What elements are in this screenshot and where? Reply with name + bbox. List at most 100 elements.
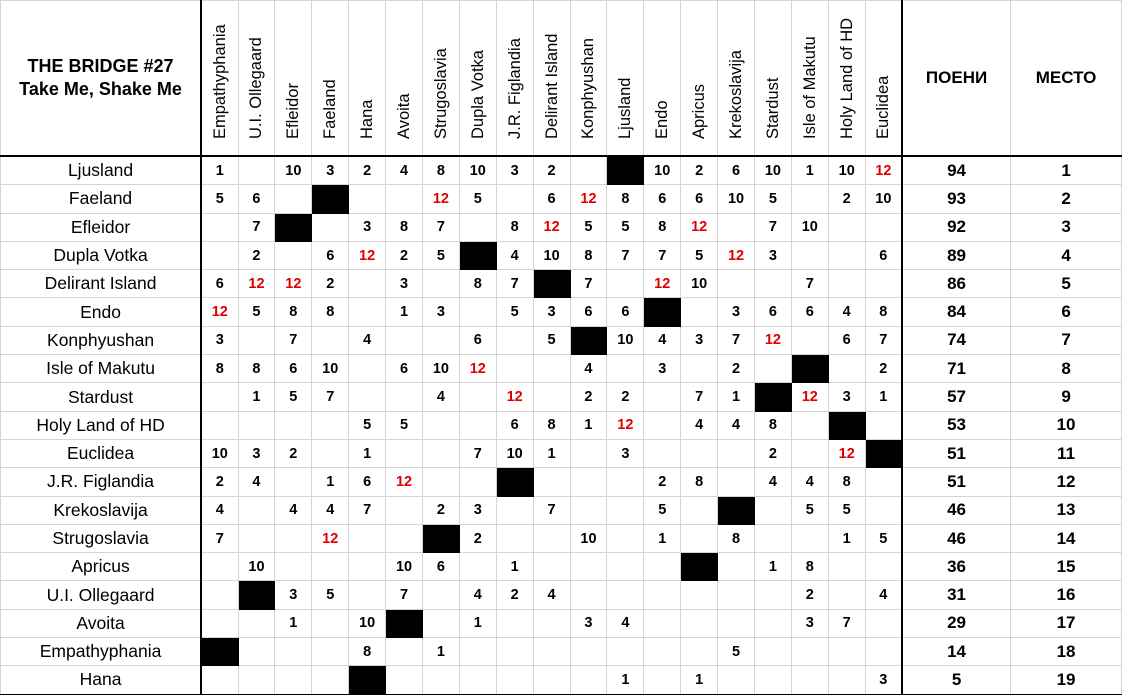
total-points: 92 [901,212,1012,242]
score-cell: 12 [495,382,534,412]
score-cell [421,438,460,469]
score-cell: 1 [864,382,904,412]
score-cell: 10 [237,552,276,582]
score-cell [495,608,534,639]
total-points: 51 [901,467,1012,497]
score-cell [606,637,645,667]
score-cell: 8 [237,354,276,384]
score-cell: 5 [458,184,497,214]
voter-header-ljusland: Ljusland [606,0,645,157]
self-vote-cell [237,580,276,610]
score-cell [827,552,866,582]
score-cell: 4 [495,240,534,271]
table-row: Avoita 1 10 1 3 4 3 7 29 17 [0,608,1122,639]
score-cell: 10 [790,212,829,242]
score-cell: 4 [385,155,423,186]
score-cell: 6 [753,297,792,327]
score-cell: 6 [680,184,719,214]
score-cell [827,354,866,384]
score-cell [348,184,387,214]
score-cell [606,580,645,610]
score-cell: 5 [643,495,682,525]
score-cell [311,637,350,667]
table-row: Delirant Island 6 12 12 2 3 8 7 7 12 10 7 86 5 [0,269,1122,299]
score-cell: 7 [274,325,313,356]
score-cell [532,608,571,639]
score-cell: 2 [753,438,792,469]
score-cell [348,297,387,327]
score-cell [606,354,645,384]
score-cell: 6 [790,297,829,327]
score-cell [274,665,313,695]
score-cell [495,184,534,214]
score-cell: 4 [643,325,682,356]
score-cell [643,608,682,639]
country-name: Holy Land of HD [0,410,203,440]
score-cell [458,410,497,440]
table-row: Efleidor 7 3 8 7 8 12 5 5 8 12 7 10 92 3 [0,212,1122,242]
score-cell [237,608,276,639]
score-cell [348,269,387,299]
score-cell: 8 [421,155,460,186]
score-cell: 1 [643,523,682,554]
score-cell [532,523,571,554]
score-cell: 1 [385,297,423,327]
score-cell [606,467,645,497]
table-row: Krekoslavija 4 4 4 7 2 3 7 5 5 5 46 13 [0,495,1122,525]
score-cell: 5 [348,410,387,440]
score-cell: 2 [385,240,423,271]
voter-name: Empathyphania [210,24,229,139]
final-place: 4 [1010,240,1122,271]
final-place: 18 [1010,637,1122,667]
final-place: 7 [1010,325,1122,356]
score-cell [643,580,682,610]
score-cell [717,467,755,497]
score-cell [200,240,239,271]
score-cell [680,580,719,610]
self-vote-cell [274,212,313,242]
score-cell: 4 [421,382,460,412]
score-cell: 7 [680,382,719,412]
score-cell [311,665,350,695]
score-cell [385,523,423,554]
score-cell [753,354,792,384]
score-cell: 5 [532,325,571,356]
score-cell: 10 [532,240,571,271]
score-cell: 5 [385,410,423,440]
score-cell [274,240,313,271]
score-cell: 10 [495,438,534,469]
score-cell [680,297,719,327]
score-cell: 8 [606,184,645,214]
score-cell [606,269,645,299]
country-name: Hana [0,665,203,695]
score-cell [753,523,792,554]
voter-header-endo: Endo [643,0,682,157]
score-cell [532,552,571,582]
score-cell [790,438,829,469]
score-cell: 4 [458,580,497,610]
score-cell [348,382,387,412]
score-cell: 7 [311,382,350,412]
score-cell [532,665,571,695]
score-cell: 3 [458,495,497,525]
score-cell [717,269,755,299]
score-cell [606,552,645,582]
score-cell [458,297,497,327]
score-cell [864,608,904,639]
final-place: 1 [1010,155,1122,186]
final-place: 16 [1010,580,1122,610]
total-points: 89 [901,240,1012,271]
score-cell: 7 [458,438,497,469]
score-cell [237,523,276,554]
score-cell [348,354,387,384]
voter-name: Stardust [763,77,782,139]
score-cell: 3 [864,665,904,695]
score-cell [864,495,904,525]
score-cell [274,410,313,440]
score-cell: 7 [495,269,534,299]
score-cell: 4 [606,608,645,639]
score-cell: 6 [200,269,239,299]
score-cell: 5 [311,580,350,610]
score-cell: 4 [237,467,276,497]
score-cell: 6 [569,297,608,327]
